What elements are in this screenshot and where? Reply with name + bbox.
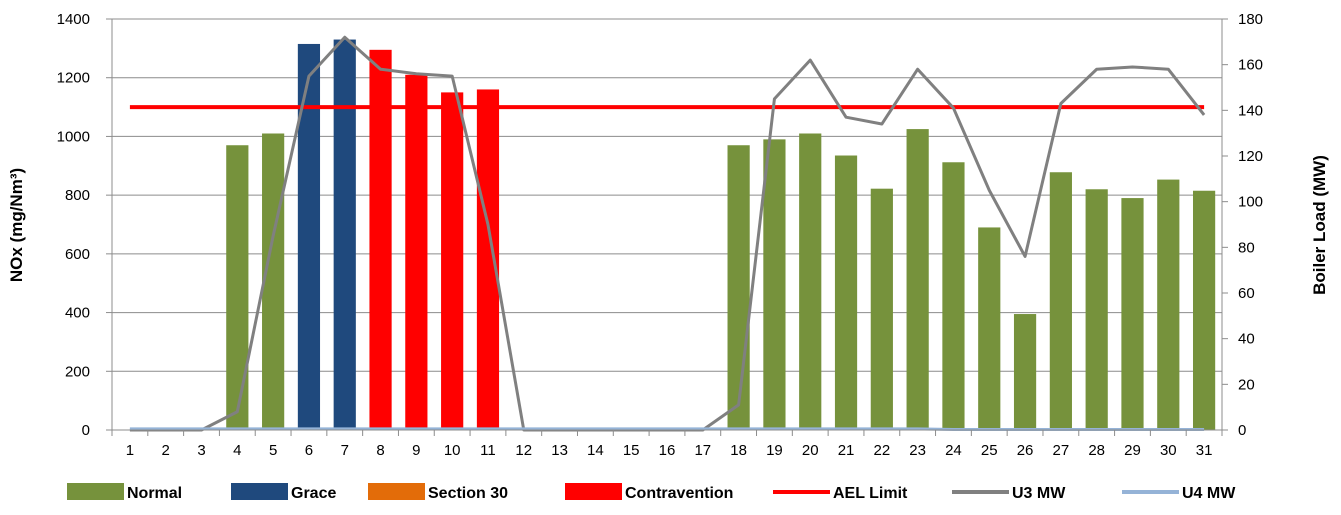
bar-grace-day-7 bbox=[333, 39, 356, 431]
right-tick-label: 20 bbox=[1238, 376, 1255, 393]
x-tick-label: 13 bbox=[551, 442, 568, 459]
legend-label-u4-mw: U4 MW bbox=[1182, 485, 1236, 502]
left-tick-label: 800 bbox=[65, 187, 90, 204]
bar-contravention-day-8 bbox=[369, 49, 392, 430]
x-tick-label: 26 bbox=[1017, 442, 1034, 459]
x-tick-label: 20 bbox=[802, 442, 819, 459]
x-tick-label: 10 bbox=[444, 442, 461, 459]
x-tick-label: 17 bbox=[694, 442, 711, 459]
bar-normal-day-25 bbox=[978, 227, 1001, 430]
right-tick-label: 180 bbox=[1238, 11, 1263, 28]
right-axis-ticks: 0 20 40 60 80 100 120 140 160 180 bbox=[1238, 11, 1263, 439]
legend-swatch-section-30 bbox=[368, 483, 425, 500]
x-tick-label: 16 bbox=[659, 442, 676, 459]
line-u4-mw bbox=[129, 427, 1205, 432]
left-tick-label: 400 bbox=[65, 305, 90, 322]
axes bbox=[106, 18, 1228, 436]
left-tick-label: 1400 bbox=[57, 11, 90, 28]
right-tick-label: 60 bbox=[1238, 285, 1255, 302]
x-tick-label: 14 bbox=[587, 442, 604, 459]
x-tick-label: 28 bbox=[1088, 442, 1105, 459]
left-tick-label: 1200 bbox=[57, 70, 90, 87]
bar-normal-day-19 bbox=[763, 139, 786, 430]
bar-normal-day-23 bbox=[906, 129, 929, 430]
left-tick-label: 0 bbox=[82, 422, 90, 439]
x-axis-ticks: 1 2 3 4 5 6 7 8 9 10 11 12 13 14 15 16 17 18 19 20 21 22 23 24 2… bbox=[126, 442, 1213, 459]
legend-swatch-contravention bbox=[565, 483, 622, 500]
gridlines bbox=[112, 18, 1222, 372]
bar-normal-day-30 bbox=[1157, 179, 1180, 430]
right-tick-label: 120 bbox=[1238, 148, 1263, 165]
x-tick-label: 23 bbox=[909, 442, 926, 459]
bar-grace-day-6 bbox=[297, 43, 321, 430]
bar-normal-day-29 bbox=[1121, 198, 1144, 430]
legend: Normal Grace Section 30 Contravention AEL Li… bbox=[67, 483, 1236, 502]
x-tick-label: 24 bbox=[945, 442, 962, 459]
x-tick-label: 25 bbox=[981, 442, 998, 459]
right-tick-label: 140 bbox=[1238, 102, 1263, 119]
left-tick-label: 600 bbox=[65, 246, 90, 263]
x-tick-label: 12 bbox=[515, 442, 532, 459]
bar-normal-day-21 bbox=[834, 155, 858, 430]
bar-normal-day-24 bbox=[942, 162, 965, 430]
bar-normal-day-18 bbox=[727, 145, 750, 430]
left-axis-title: NOx (mg/Nm³) bbox=[7, 168, 26, 282]
x-tick-label: 30 bbox=[1160, 442, 1177, 459]
bar-contravention-day-11 bbox=[476, 89, 500, 430]
bar-contravention-day-9 bbox=[405, 74, 428, 431]
x-tick-label: 5 bbox=[269, 442, 277, 459]
x-tick-label: 18 bbox=[730, 442, 747, 459]
x-tick-label: 7 bbox=[341, 442, 349, 459]
legend-label-section-30: Section 30 bbox=[428, 485, 508, 502]
x-tick-label: 4 bbox=[233, 442, 241, 459]
x-tick-label: 22 bbox=[873, 442, 890, 459]
right-axis-title: Boiler Load (MW) bbox=[1310, 155, 1329, 295]
x-tick-label: 1 bbox=[126, 442, 134, 459]
legend-swatch-grace bbox=[231, 483, 288, 500]
x-tick-label: 31 bbox=[1196, 442, 1213, 459]
legend-label-grace: Grace bbox=[291, 485, 336, 502]
right-tick-label: 160 bbox=[1238, 57, 1263, 74]
legend-swatch-normal bbox=[67, 483, 124, 500]
left-axis-ticks: 0 200 400 600 800 1000 1200 1400 bbox=[57, 11, 90, 439]
bar-series bbox=[226, 39, 1216, 431]
x-tick-label: 19 bbox=[766, 442, 783, 459]
x-tick-label: 27 bbox=[1053, 442, 1070, 459]
legend-label-ael-limit: AEL Limit bbox=[833, 485, 908, 502]
x-tick-label: 3 bbox=[197, 442, 205, 459]
x-tick-label: 2 bbox=[162, 442, 170, 459]
right-tick-label: 40 bbox=[1238, 331, 1255, 348]
bar-normal-day-26 bbox=[1013, 314, 1037, 430]
x-tick-label: 21 bbox=[838, 442, 855, 459]
bar-normal-day-5 bbox=[262, 133, 285, 430]
bar-normal-day-22 bbox=[870, 188, 893, 430]
x-tick-label: 6 bbox=[305, 442, 313, 459]
right-tick-label: 100 bbox=[1238, 194, 1263, 211]
x-tick-label: 11 bbox=[480, 442, 496, 459]
x-tick-label: 29 bbox=[1124, 442, 1141, 459]
legend-label-normal: Normal bbox=[127, 485, 182, 502]
left-tick-label: 200 bbox=[65, 363, 90, 380]
bar-contravention-day-10 bbox=[441, 92, 464, 431]
bar-normal-day-28 bbox=[1085, 189, 1108, 430]
legend-label-u3-mw: U3 MW bbox=[1012, 485, 1066, 502]
x-tick-label: 8 bbox=[376, 442, 384, 459]
bar-normal-day-31 bbox=[1192, 190, 1216, 430]
bar-normal-day-27 bbox=[1049, 172, 1072, 430]
right-tick-label: 0 bbox=[1238, 422, 1246, 439]
right-tick-label: 80 bbox=[1238, 239, 1255, 256]
bar-normal-day-20 bbox=[799, 133, 822, 430]
x-tick-label: 9 bbox=[412, 442, 420, 459]
legend-label-contravention: Contravention bbox=[625, 485, 733, 502]
left-tick-label: 1000 bbox=[57, 128, 90, 145]
x-tick-label: 15 bbox=[623, 442, 640, 459]
bar-normal-day-4 bbox=[226, 145, 249, 430]
